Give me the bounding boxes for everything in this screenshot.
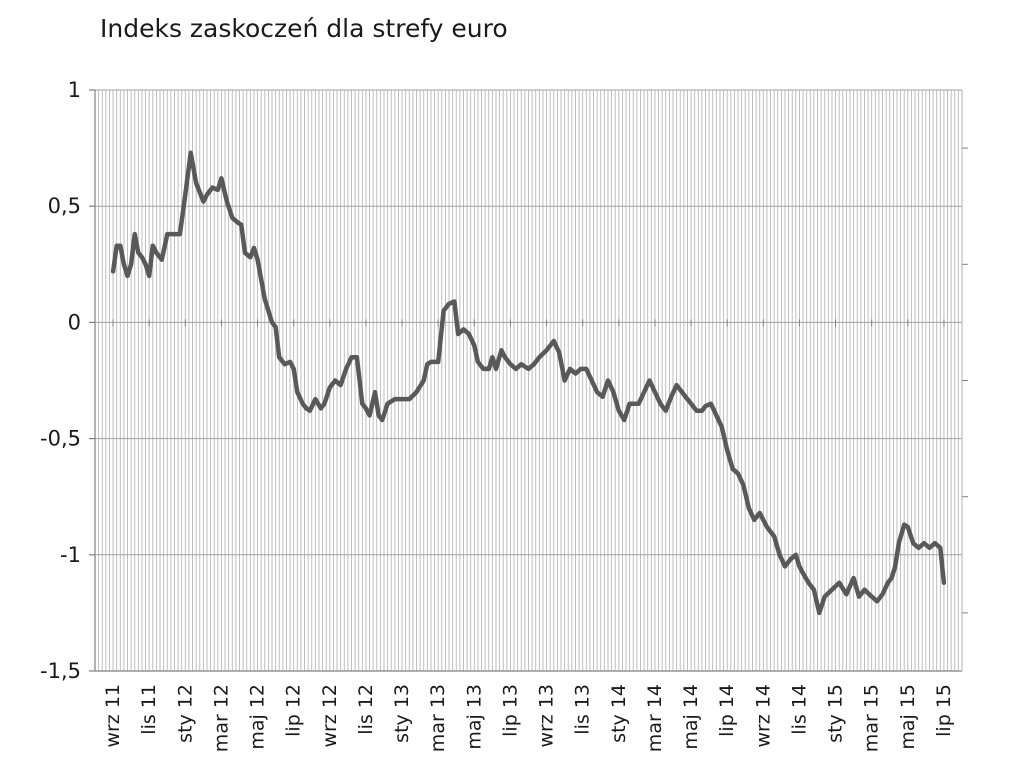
- x-tick-label: sty 12: [174, 684, 196, 743]
- x-tick-label: wrz 14: [752, 684, 774, 748]
- y-tick-label: 1: [68, 78, 81, 102]
- x-tick-label: lip 15: [933, 684, 955, 737]
- x-tick-label: wrz 11: [102, 684, 124, 748]
- x-tick-label: lip 12: [283, 684, 305, 737]
- y-tick-label: -1: [60, 543, 81, 567]
- x-tick-label: maj 13: [463, 684, 485, 750]
- x-tick-label: mar 13: [427, 684, 449, 752]
- x-tick-label: wrz 13: [536, 684, 558, 748]
- x-tick-label: lis 11: [138, 684, 160, 735]
- axes: [89, 89, 968, 672]
- x-tick-label: lis 12: [355, 684, 377, 735]
- x-tick-label: maj 14: [680, 684, 702, 750]
- x-tick-label: maj 15: [897, 684, 919, 750]
- x-tick-labels: wrz 11 lis 11 sty 12 mar 12 maj 12 lip 12 wrz …: [102, 684, 955, 752]
- vertical-gridlines: [94, 90, 963, 671]
- chart-title: Indeks zaskoczeń dla strefy euro: [100, 14, 508, 43]
- y-tick-label: 0,5: [48, 194, 81, 218]
- x-tick-label: sty 14: [608, 684, 630, 743]
- series-line: [110, 150, 947, 616]
- y-tick-label: 0: [68, 310, 81, 334]
- x-tick-label: mar 15: [861, 684, 883, 752]
- x-tick-label: lip 14: [716, 684, 738, 737]
- x-tick-label: sty 13: [391, 684, 413, 743]
- x-tick-label: maj 12: [247, 684, 269, 750]
- x-tick-label: lis 13: [572, 684, 594, 735]
- x-tick-label: wrz 12: [319, 684, 341, 748]
- y-tick-label: -0,5: [40, 427, 81, 451]
- x-tick-label: lip 13: [499, 684, 521, 737]
- x-tick-label: lis 14: [788, 684, 810, 735]
- x-tick-label: sty 15: [825, 684, 847, 743]
- y-tick-labels: 1 0,5 0 -0,5 -1 -1,5: [40, 78, 81, 683]
- x-tick-label: mar 14: [644, 684, 666, 752]
- series-group: [110, 150, 947, 616]
- x-tick-label: mar 12: [210, 684, 232, 752]
- y-tick-label: -1,5: [40, 659, 81, 683]
